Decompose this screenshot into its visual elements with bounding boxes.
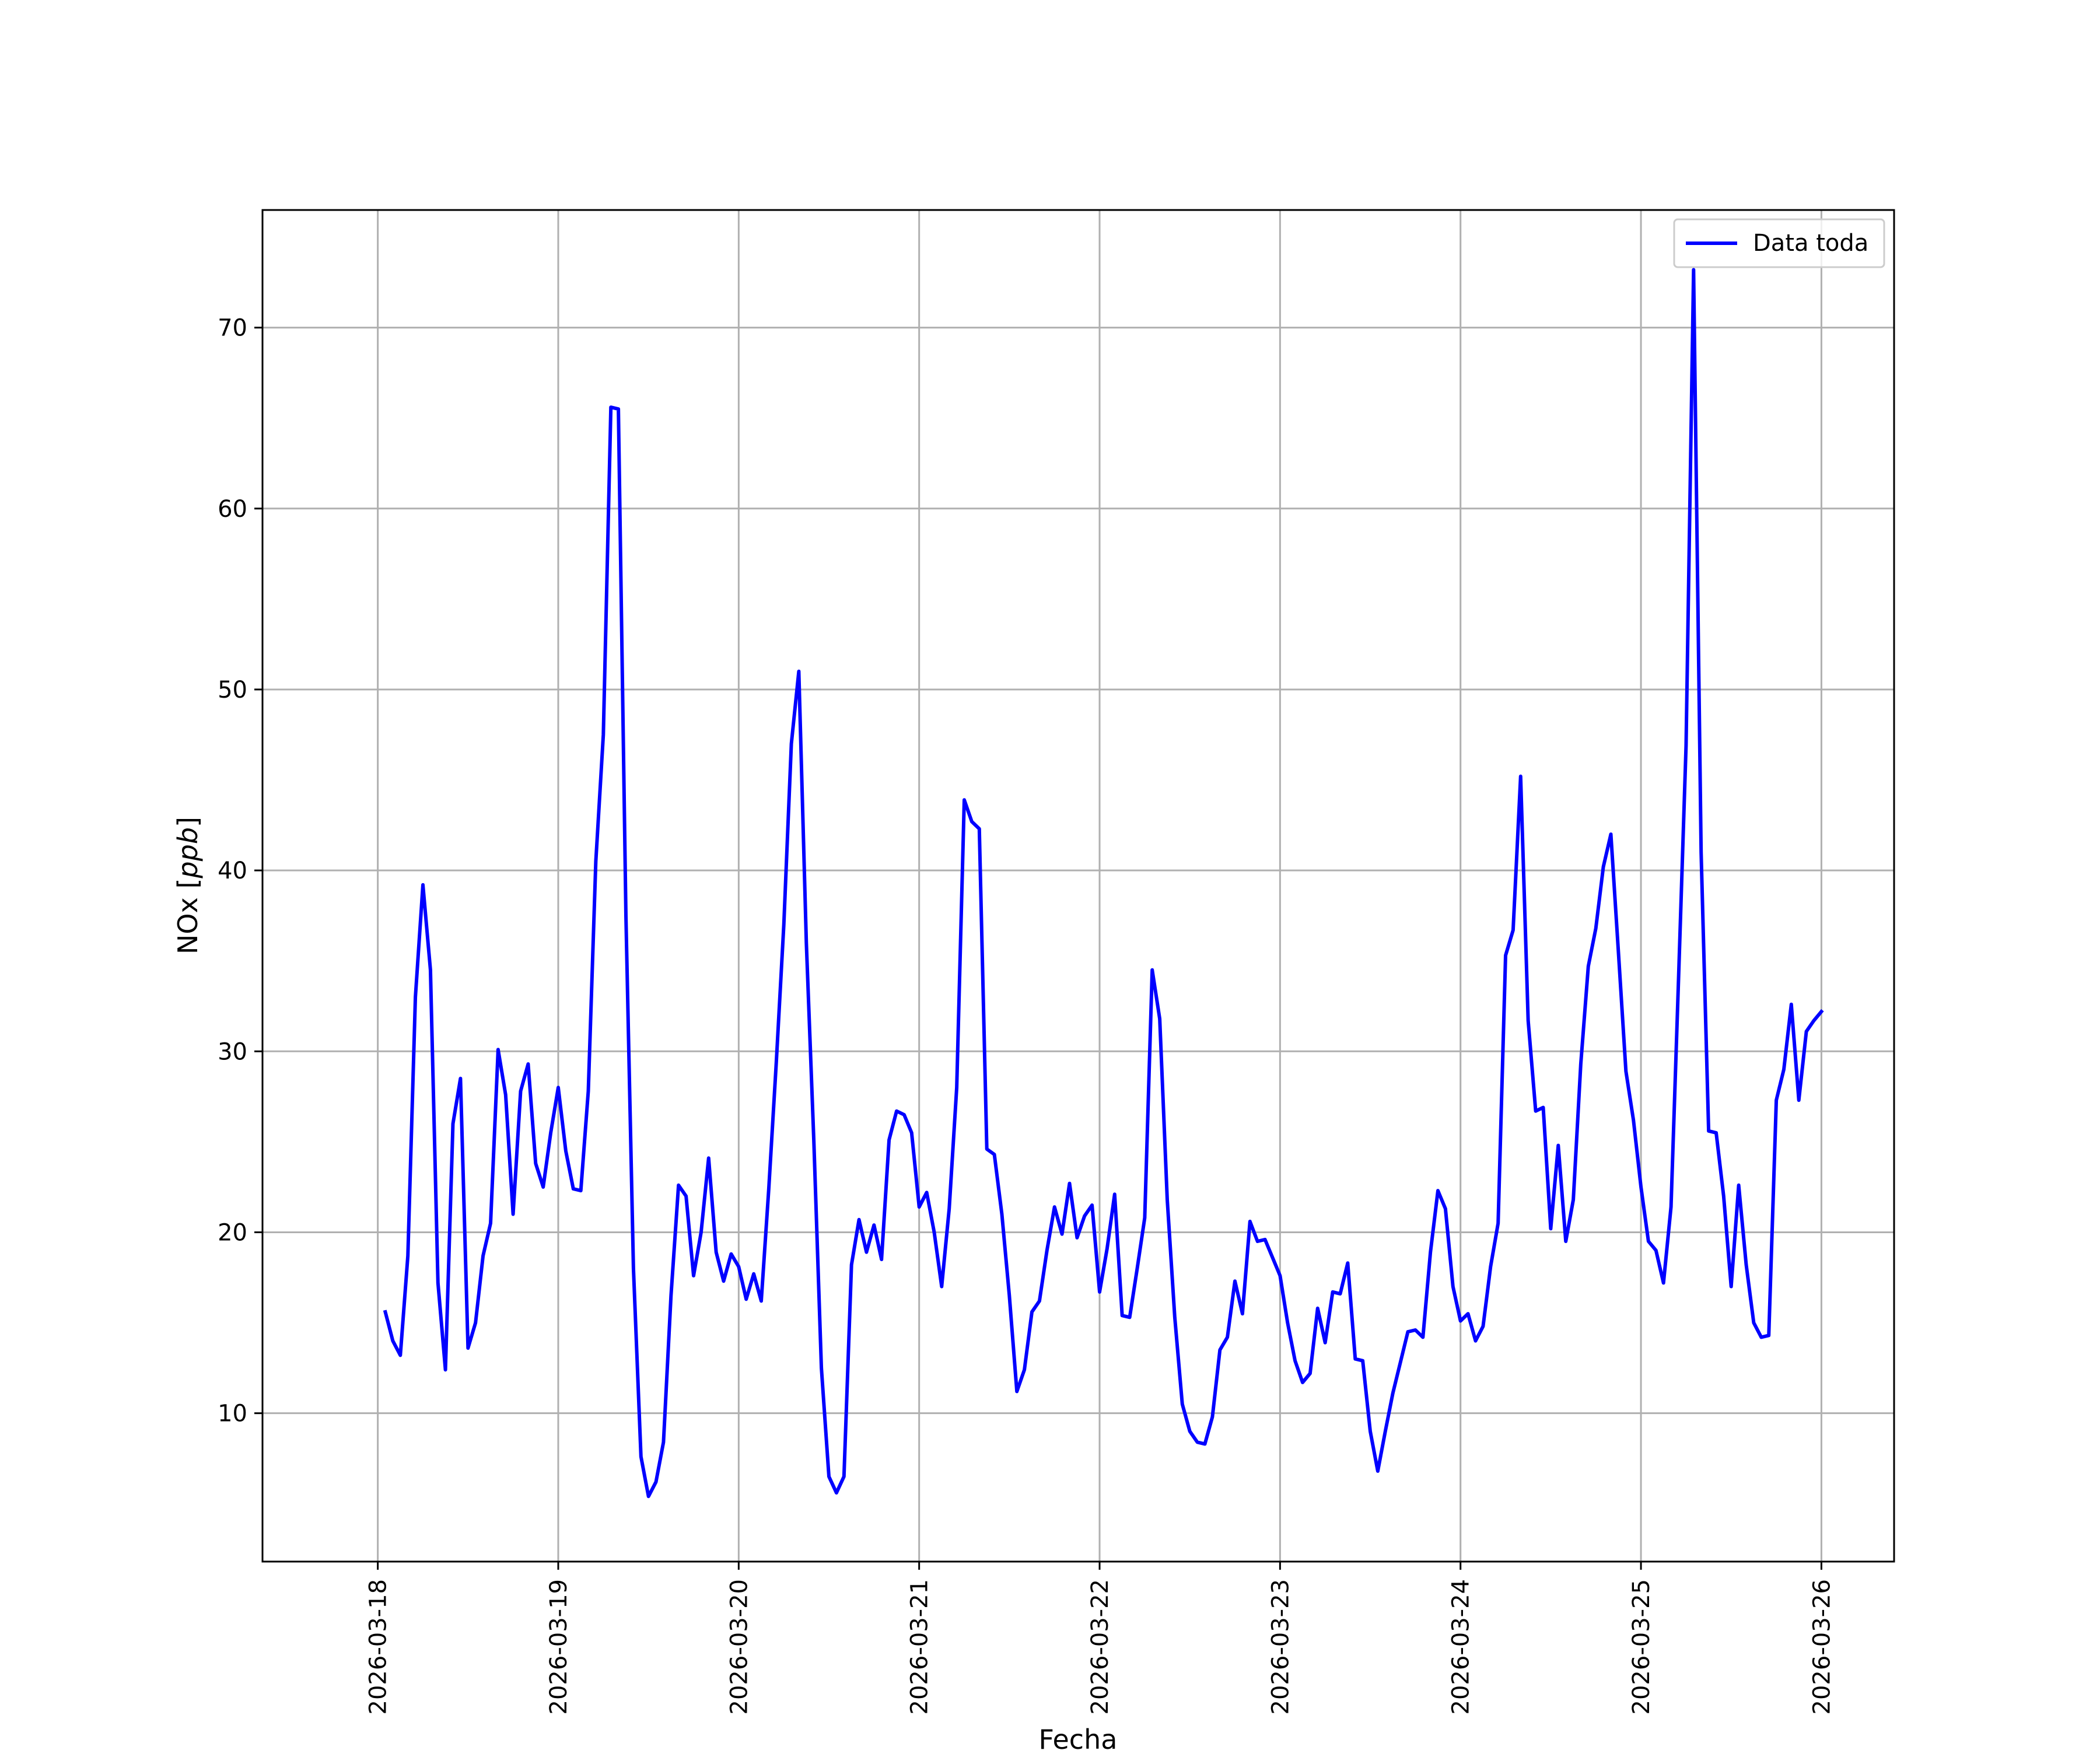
series-layer	[383, 268, 1824, 1499]
x-tick-label: 2026-03-18	[365, 1579, 392, 1714]
x-tick-label: 2026-03-19	[545, 1579, 572, 1714]
y-tick-label: 10	[218, 1401, 247, 1427]
y-axis-label-unit: ppb	[172, 827, 204, 879]
plot-frame	[261, 209, 1895, 1563]
y-axis-label: NOx [ppb]	[172, 817, 204, 954]
y-tick-label: 30	[218, 1038, 247, 1065]
y-tick-label: 70	[218, 315, 247, 342]
legend: Data toda	[1673, 218, 1885, 268]
x-axis-label: Fecha	[1039, 1724, 1118, 1750]
y-tick-label: 40	[218, 858, 247, 884]
x-tick-label: 2026-03-23	[1267, 1579, 1294, 1714]
y-tick-label: 60	[218, 496, 247, 523]
x-axis-ticks: 2026-03-18 2026-03-19 2026-03-20 2026-03-21…	[365, 1562, 1835, 1714]
y-tick-label: 50	[218, 677, 247, 704]
legend-label: Data toda	[1753, 230, 1868, 257]
x-tick-label: 2026-03-24	[1448, 1579, 1475, 1714]
y-axis-label-close: ]	[172, 817, 204, 827]
y-axis-label-main: NOx [	[172, 878, 204, 954]
x-tick-label: 2026-03-22	[1087, 1579, 1114, 1714]
x-tick-label: 2026-03-20	[726, 1579, 752, 1714]
x-tick-label: 2026-03-26	[1808, 1579, 1835, 1714]
series-line	[383, 268, 1824, 1499]
y-tick-label: 20	[218, 1219, 247, 1246]
x-tick-label: 2026-03-25	[1628, 1579, 1655, 1714]
x-tick-label: 2026-03-21	[907, 1579, 933, 1714]
grid-lines	[262, 210, 1894, 1562]
y-axis-ticks: 10 20 30 40 50 60 70	[218, 315, 262, 1427]
legend-box	[1673, 218, 1885, 268]
